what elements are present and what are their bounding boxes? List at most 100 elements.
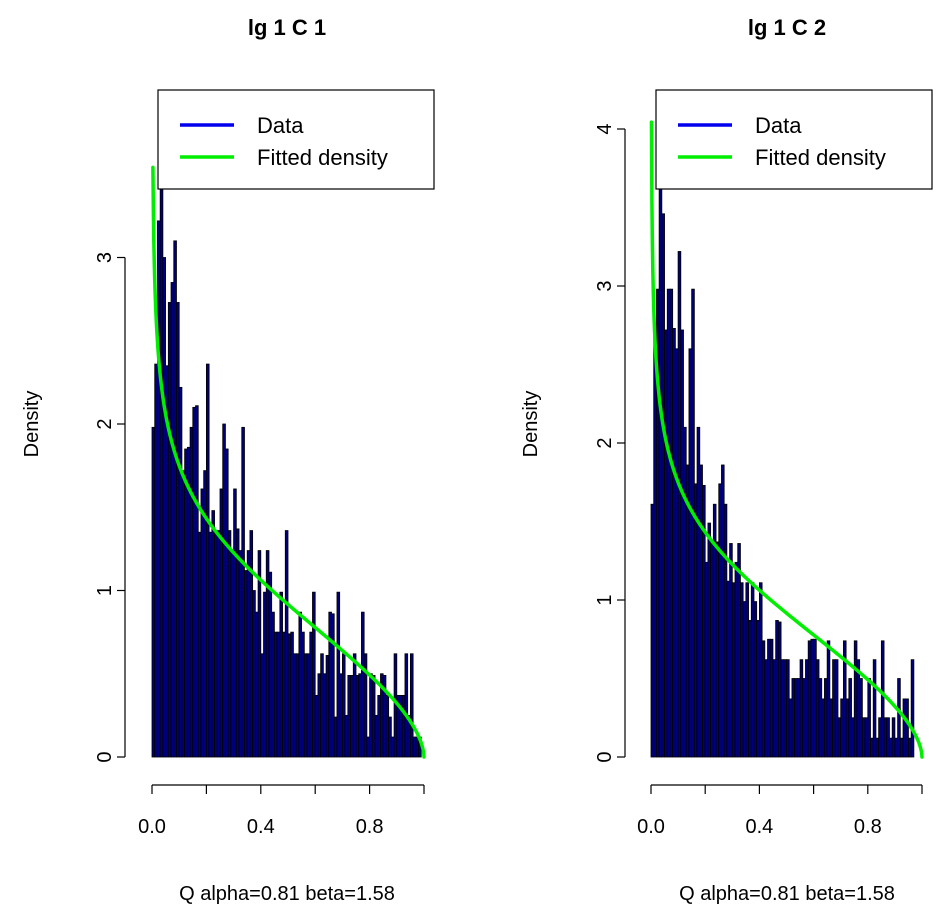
histogram-bar — [154, 363, 158, 758]
histogram-bar — [184, 448, 188, 758]
panel-lg1-c1: lg 1 C 1 Density Q alpha=0.81 beta=1.58 … — [21, 15, 435, 905]
histogram-bar — [333, 716, 338, 758]
x-axis-label: Q alpha=0.81 beta=1.58 — [679, 883, 895, 905]
histogram-bar — [214, 531, 218, 758]
histogram-bar — [707, 522, 712, 758]
histogram-bar — [331, 613, 335, 758]
histogram-bar — [312, 591, 316, 758]
histogram-bar — [369, 673, 373, 758]
histogram-bar — [374, 714, 379, 758]
histogram-bar — [162, 257, 167, 758]
x-tick-label: 0.8 — [854, 816, 882, 838]
histogram-bar — [910, 659, 915, 758]
histogram-bar — [786, 659, 790, 758]
histogram-bar — [674, 348, 679, 758]
histogram-bar — [295, 653, 300, 758]
x-axis-label: Q alpha=0.81 beta=1.58 — [179, 883, 395, 905]
histogram-bar — [151, 426, 156, 758]
histogram-bar — [851, 717, 855, 758]
legend-label-fitted: Fitted density — [755, 145, 886, 170]
histogram-bar — [718, 483, 722, 758]
histogram-bar — [894, 737, 899, 758]
histogram-bar — [753, 601, 758, 758]
y-tick-label: 3 — [594, 280, 616, 291]
histogram-bar — [772, 659, 777, 758]
histogram-bar — [875, 737, 880, 758]
y-tick-label: 4 — [594, 123, 616, 134]
histogram-bar — [284, 530, 289, 758]
histogram-bar — [246, 550, 251, 758]
histogram-bar — [358, 673, 362, 758]
histogram-bar — [834, 659, 839, 758]
histogram-bar — [412, 736, 417, 758]
histogram-bar — [664, 329, 668, 758]
histogram-bar — [805, 659, 809, 758]
histogram-bar — [216, 530, 221, 758]
histogram-bar — [767, 638, 771, 758]
histogram-bar — [279, 591, 283, 758]
histogram-bar — [254, 611, 259, 758]
histogram-bar — [729, 543, 733, 758]
histogram-bar — [222, 423, 226, 758]
histogram-bar — [159, 115, 164, 758]
histogram-bar — [693, 483, 698, 758]
histogram-bar — [704, 561, 709, 758]
histogram-bar — [845, 698, 850, 758]
histogram-bar — [317, 673, 322, 758]
histogram-bar — [883, 717, 888, 758]
histogram-bar — [891, 717, 896, 758]
histogram-bar — [363, 653, 368, 758]
histogram-bar — [355, 675, 360, 758]
chart-title: lg 1 C 2 — [748, 15, 826, 40]
histogram-bar — [807, 640, 812, 758]
legend-label-fitted: Fitted density — [257, 145, 388, 170]
histogram-bar — [726, 580, 730, 758]
x-axis: 0.0 0.4 0.8 — [637, 784, 923, 838]
legend: Data Fitted density — [157, 89, 435, 190]
histogram-bar — [777, 621, 782, 758]
histogram-bar — [764, 659, 768, 758]
histogram-bar — [350, 675, 354, 758]
histogram-bar — [889, 737, 893, 758]
histogram-bar — [840, 698, 844, 758]
histogram-bar — [761, 640, 766, 758]
histogram-bar — [848, 678, 852, 758]
histogram-bar — [905, 698, 909, 758]
histogram-bar — [344, 714, 349, 758]
histogram-bar — [192, 406, 196, 758]
histogram-bar — [219, 488, 224, 758]
histogram-bar — [268, 571, 273, 758]
histogram-bar — [802, 678, 806, 758]
histogram-bar — [273, 631, 278, 758]
histogram-bars — [151, 115, 422, 758]
histogram-bar — [794, 678, 798, 758]
histogram-bar — [878, 717, 882, 758]
histogram-bar — [799, 659, 804, 758]
histogram-bar — [293, 653, 297, 758]
histogram-bar — [178, 386, 183, 758]
legend-box — [655, 89, 933, 190]
histogram-bar — [404, 653, 409, 758]
histogram-bar — [669, 288, 674, 758]
histogram-bar — [824, 678, 828, 758]
histogram-bar — [157, 220, 161, 758]
histogram-bar — [415, 736, 419, 758]
histogram-bar — [347, 675, 351, 758]
histogram-bar — [731, 582, 736, 758]
x-tick-label: 0.8 — [356, 816, 384, 838]
histogram-bar — [783, 659, 787, 758]
histogram-bar — [181, 470, 186, 758]
histogram-bar — [290, 631, 294, 758]
histogram-bar — [908, 737, 912, 758]
histogram-bar — [666, 288, 671, 758]
histogram-bar — [303, 653, 308, 758]
histogram-bar — [899, 737, 904, 758]
histogram-bar — [897, 678, 901, 758]
histogram-bar — [385, 694, 390, 758]
y-axis-label: Density — [520, 391, 542, 458]
histogram-bar — [325, 655, 330, 758]
y-tick-label: 3 — [94, 252, 116, 263]
histogram-bar — [791, 678, 796, 758]
histogram-bar — [241, 426, 245, 758]
